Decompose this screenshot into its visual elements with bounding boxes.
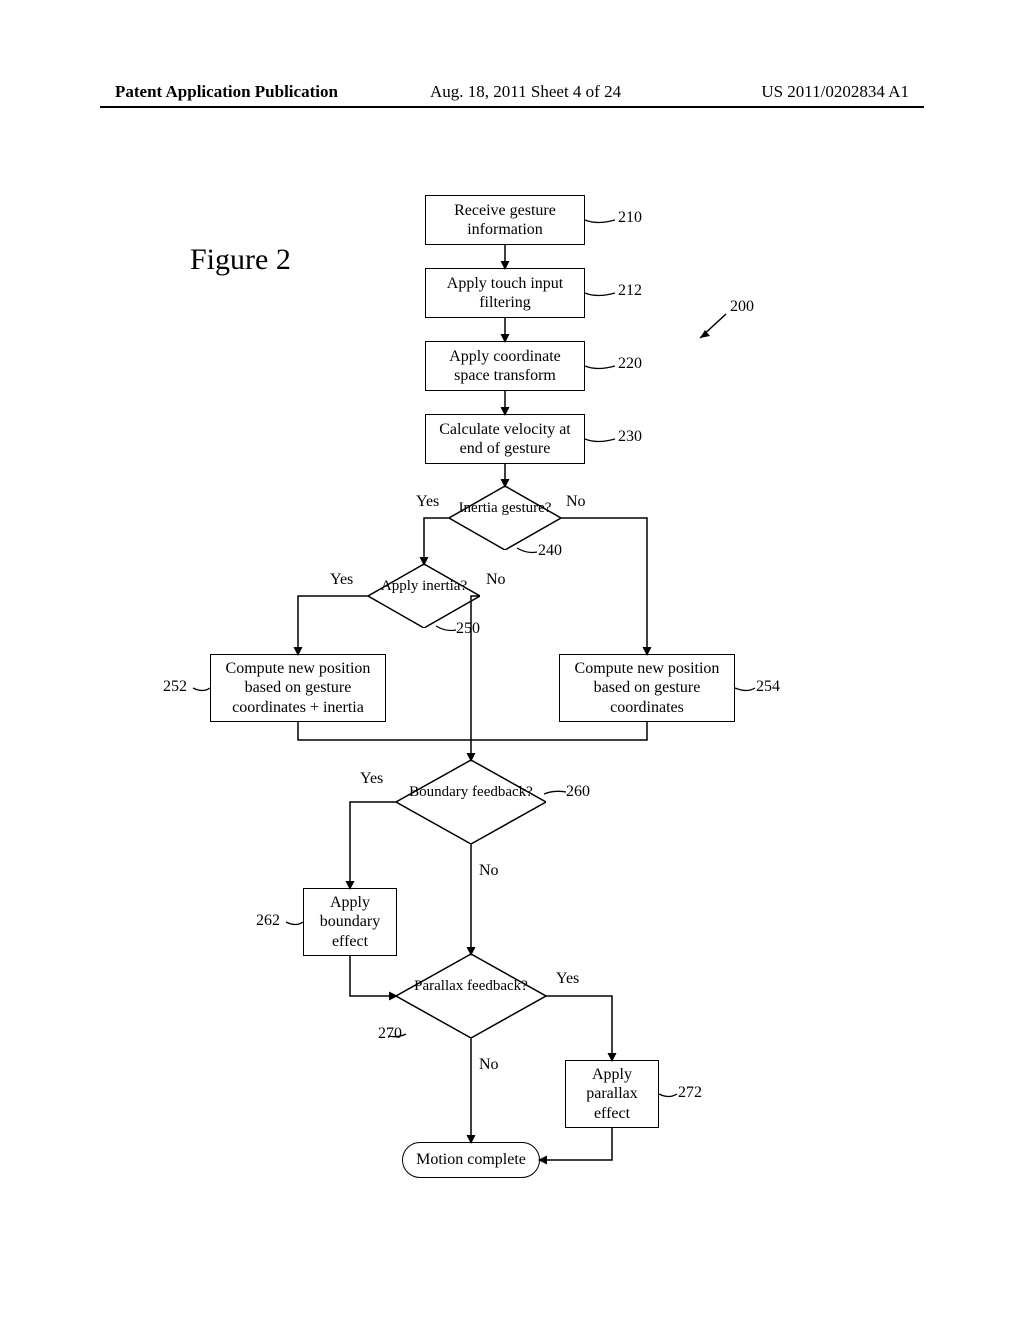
box-text: Apply boundary effect: [320, 893, 380, 951]
diamond-label: Inertia gesture?: [449, 500, 561, 517]
diamond-label: Parallax feedback?: [396, 978, 546, 995]
ref-220: 220: [618, 355, 642, 373]
box-compute-inertia: Compute new position based on gesture co…: [210, 654, 386, 722]
box-text: Apply touch input filtering: [447, 274, 563, 312]
ref-240: 240: [538, 542, 562, 560]
label-d240-no: No: [566, 493, 586, 511]
figure-title: Figure 2: [190, 243, 291, 277]
box-text: Apply parallax effect: [586, 1065, 638, 1123]
ref-250: 250: [456, 620, 480, 638]
box-text: Receive gesture information: [454, 201, 556, 239]
box-text: Calculate velocity at end of gesture: [439, 420, 571, 458]
diamond-boundary-feedback: Boundary feedback?: [396, 760, 546, 844]
terminator-motion-complete: Motion complete: [402, 1142, 540, 1178]
ref-252: 252: [163, 678, 187, 696]
box-parallax-effect: Apply parallax effect: [565, 1060, 659, 1128]
diamond-inertia-gesture: Inertia gesture?: [449, 486, 561, 550]
header-right: US 2011/0202834 A1: [761, 82, 909, 102]
ref-212: 212: [618, 282, 642, 300]
label-d260-no: No: [479, 862, 499, 880]
box-touch-filtering: Apply touch input filtering: [425, 268, 585, 318]
header-left: Patent Application Publication: [115, 82, 338, 102]
ref-272: 272: [678, 1084, 702, 1102]
diamond-parallax-feedback: Parallax feedback?: [396, 954, 546, 1038]
ref-200: 200: [730, 298, 754, 316]
label-d260-yes: Yes: [360, 770, 383, 788]
box-text: Compute new position based on gesture co…: [575, 659, 720, 717]
box-calc-velocity: Calculate velocity at end of gesture: [425, 414, 585, 464]
ref-230: 230: [618, 428, 642, 446]
box-text: Compute new position based on gesture co…: [226, 659, 371, 717]
label-d270-yes: Yes: [556, 970, 579, 988]
box-receive-gesture: Receive gesture information: [425, 195, 585, 245]
ref-270: 270: [378, 1025, 402, 1043]
ref-254: 254: [756, 678, 780, 696]
box-compute-no-inertia: Compute new position based on gesture co…: [559, 654, 735, 722]
label-d240-yes: Yes: [416, 493, 439, 511]
label-d250-no: No: [486, 571, 506, 589]
box-boundary-effect: Apply boundary effect: [303, 888, 397, 956]
ref-210: 210: [618, 209, 642, 227]
diamond-label: Boundary feedback?: [396, 784, 546, 801]
terminator-text: Motion complete: [416, 1151, 526, 1169]
header-center: Aug. 18, 2011 Sheet 4 of 24: [430, 82, 621, 102]
ref-262: 262: [256, 912, 280, 930]
header-rule: [100, 106, 924, 108]
label-d250-yes: Yes: [330, 571, 353, 589]
diamond-label: Apply inertia?: [368, 578, 480, 595]
box-text: Apply coordinate space transform: [449, 347, 561, 385]
label-d270-no: No: [479, 1056, 499, 1074]
box-coord-transform: Apply coordinate space transform: [425, 341, 585, 391]
diamond-apply-inertia: Apply inertia?: [368, 564, 480, 628]
ref-260: 260: [566, 783, 590, 801]
